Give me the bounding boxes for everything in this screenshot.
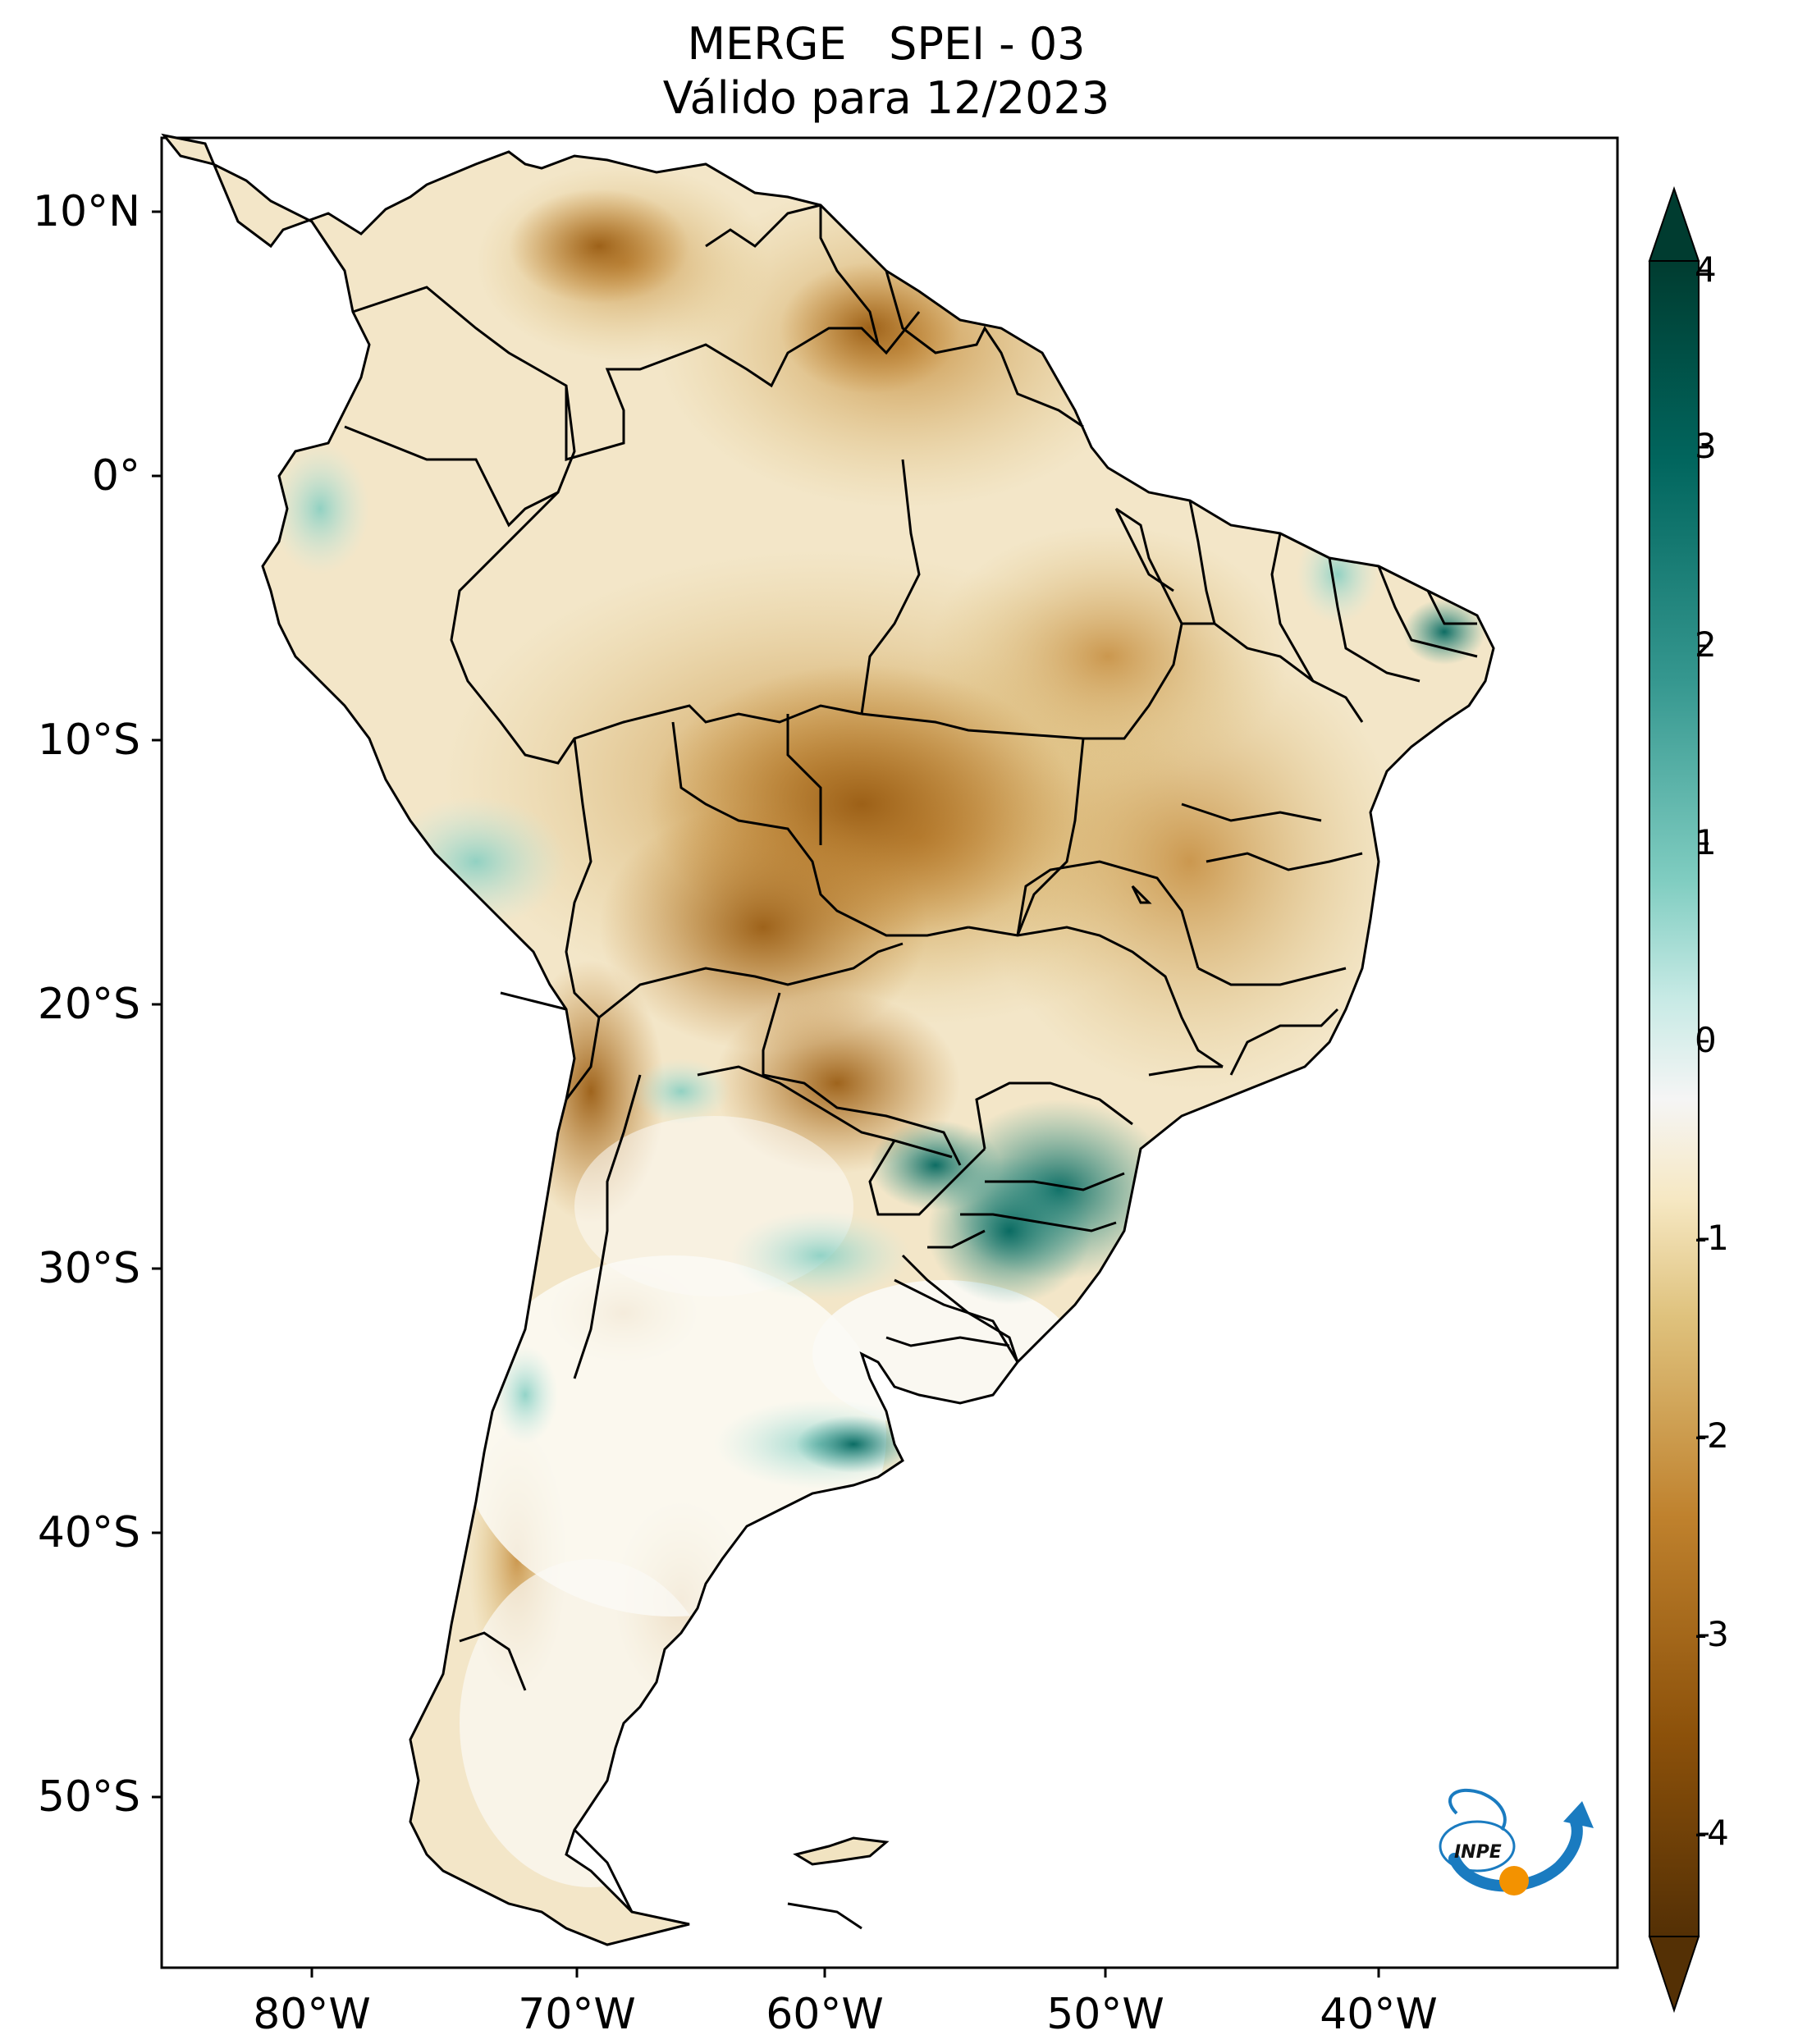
- colorbar-label-neg3: -3: [1695, 1614, 1729, 1654]
- coastline: [161, 133, 1495, 1946]
- political-borders: [344, 203, 1478, 1930]
- colorbar: [1648, 185, 1700, 2014]
- colorbar-label-neg2: -2: [1695, 1415, 1729, 1456]
- lat-label-0: 0°: [91, 451, 140, 501]
- colorbar-label-2: 2: [1695, 624, 1717, 665]
- lat-label-30s: 30°S: [37, 1244, 140, 1293]
- map-title: MERGE SPEI - 03: [687, 18, 1086, 70]
- lat-label-10n: 10°N: [32, 187, 140, 236]
- lat-label-40s: 40°S: [37, 1508, 140, 1557]
- colorbar-label-0: 0: [1695, 1020, 1717, 1060]
- inpe-logo: INPE: [1439, 1788, 1594, 1895]
- lat-label-20s: 20°S: [37, 980, 140, 1029]
- lon-label-40w: 40°W: [1320, 1990, 1438, 2039]
- map-subtitle: Válido para 12/2023: [662, 72, 1110, 124]
- inpe-logo-text: INPE: [1454, 1842, 1502, 1863]
- lon-label-50w: 50°W: [1046, 1990, 1164, 2039]
- colorbar-label-neg4: -4: [1695, 1813, 1729, 1853]
- colorbar-label-neg1: -1: [1695, 1218, 1729, 1258]
- lon-label-60w: 60°W: [766, 1990, 884, 2039]
- colorbar-label-3: 3: [1695, 426, 1717, 466]
- lon-label-80w: 80°W: [253, 1990, 371, 2039]
- colorbar-label-1: 1: [1695, 822, 1717, 862]
- lat-label-50s: 50°S: [37, 1772, 140, 1822]
- axis-ticks: [152, 210, 1380, 1978]
- lon-label-70w: 70°W: [518, 1990, 636, 2039]
- colorbar-label-4: 4: [1695, 249, 1717, 290]
- lat-label-10s: 10°S: [37, 716, 140, 765]
- falkland-islands: [793, 1836, 890, 1866]
- colorbar-ticks: [1699, 269, 1709, 1836]
